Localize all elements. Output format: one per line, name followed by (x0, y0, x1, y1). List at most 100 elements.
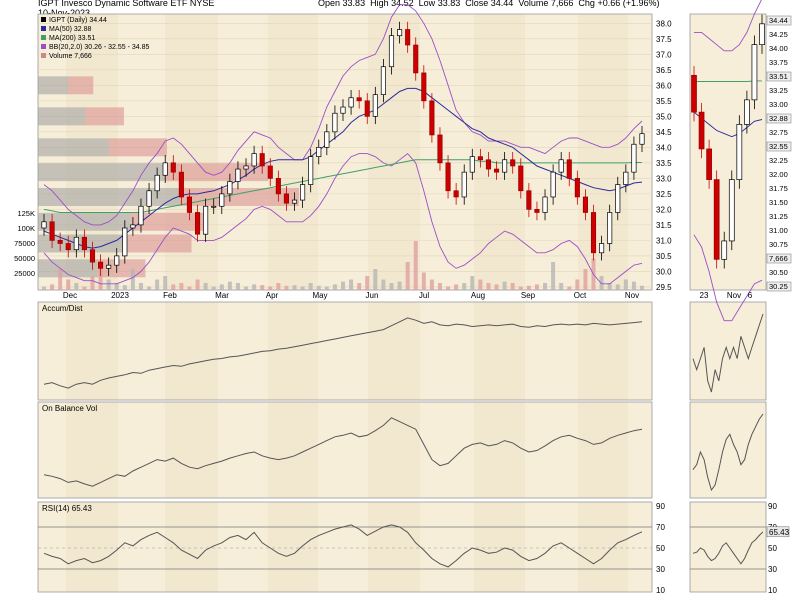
volume-bar (235, 283, 240, 290)
candle-body (89, 249, 96, 263)
right-axis-label: 31.25 (769, 212, 788, 221)
candle-body (364, 100, 370, 117)
candle-body (590, 212, 597, 254)
month-band (368, 402, 420, 498)
volume-bar (50, 284, 55, 290)
x-axis-label: Jun (366, 291, 379, 300)
volume-label: Volume (518, 0, 549, 8)
month-band (578, 502, 628, 592)
zoom-bollinger-upper (694, 0, 762, 52)
volume-bar (615, 284, 620, 290)
volume-bar (122, 285, 127, 290)
price-axis-label: 33.0 (656, 174, 672, 183)
vbp-bar-up (38, 187, 182, 206)
ma200-line (43, 159, 642, 213)
month-band (474, 14, 525, 290)
volume-bar (203, 283, 208, 290)
volume-bar (74, 283, 79, 290)
price-axis-label: 35.0 (656, 112, 672, 121)
volume-bar (365, 276, 370, 290)
vbp-bar-down (181, 187, 299, 206)
low-value: 33.83 (437, 0, 461, 8)
volume-bar (478, 279, 483, 290)
month-band (368, 302, 420, 400)
right-axis-label: 31.50 (769, 198, 788, 207)
candle-body (154, 174, 160, 192)
volume-bar (260, 285, 265, 290)
volume-bar (429, 279, 434, 290)
rsi-axis-label: 70 (656, 523, 665, 532)
panel-bg-2 (37, 401, 653, 499)
panel-bg-1 (37, 301, 653, 401)
right-axis-label: 31.00 (769, 226, 788, 235)
candle-body (421, 72, 427, 102)
volume-bar (559, 283, 564, 290)
volume-bar (526, 285, 531, 290)
volume-bar (373, 269, 378, 290)
zoom-rsi-axis-label: 30 (768, 565, 777, 574)
price-axis-label: 35.5 (656, 97, 672, 106)
price-axis-label: 33.5 (656, 159, 672, 168)
candle-body (194, 212, 201, 235)
volume-bar (486, 283, 491, 290)
candle-body (114, 255, 120, 266)
panel-bg-3 (37, 501, 653, 593)
month-band (474, 502, 525, 592)
zoom-rsi-line (692, 531, 764, 565)
ohlc-summary: Open 33.83 High 34.52 Low 33.83 Close 34… (318, 0, 660, 8)
candle-body (510, 159, 516, 167)
volume-bar (502, 281, 507, 290)
candle-body (542, 196, 548, 213)
high-value: 34.52 (391, 0, 414, 8)
volume-bar (106, 279, 111, 290)
rsi-axis-label: 30 (656, 565, 665, 574)
candle-body (146, 190, 152, 207)
month-band (66, 302, 118, 400)
right-axis-label: 33.25 (769, 86, 788, 95)
rsi-axis-label: 50 (656, 544, 665, 553)
candle-body (477, 156, 483, 161)
right-axis-highlight (766, 15, 792, 26)
volume-bar (389, 283, 394, 290)
obv-label: On Balance Vol (42, 404, 97, 413)
zoom-x-label: 23 (700, 291, 709, 300)
volume-bar (171, 284, 176, 290)
volume-axis-label: 125K (17, 209, 35, 218)
volume-bar (114, 283, 119, 290)
volume-bar (599, 276, 604, 290)
candle-body (41, 221, 47, 229)
volume-bar (268, 286, 273, 290)
candle-body (558, 159, 564, 173)
candle-body (227, 181, 233, 195)
volume-bar (130, 269, 135, 290)
right-axis-label: 7,666 (769, 254, 788, 263)
candle-body (170, 162, 176, 173)
bollinger-lower (43, 152, 643, 285)
candle-body (324, 131, 330, 148)
x-axis-label: Sep (521, 291, 536, 300)
volume-bar (252, 284, 257, 290)
volume-bar (147, 286, 152, 290)
open-value: 33.83 (342, 0, 366, 8)
candle-body (413, 44, 419, 74)
candle-body (251, 153, 257, 167)
right-axis-label: 34.25 (769, 30, 788, 39)
open-label: Open (318, 0, 341, 8)
candle-body (607, 212, 613, 244)
month-band (578, 302, 628, 400)
legend-entry: MA(200) 33.51 (49, 35, 95, 42)
volume-bar (518, 286, 523, 290)
right-axis-label: 32.55 (769, 142, 788, 151)
zoom-rsi-axis-label: 90 (768, 502, 777, 511)
accum-dist-label: Accum/Dist (42, 304, 83, 313)
candle-body (300, 184, 306, 201)
rsi-last-label: 65.43 (769, 528, 790, 537)
vbp-bar-up (38, 234, 123, 253)
month-band (268, 502, 318, 592)
candle-body (550, 171, 556, 198)
candle-body (639, 133, 645, 145)
month-band (368, 502, 420, 592)
candle-body (380, 66, 386, 95)
volume-bar (195, 279, 200, 290)
month-band (474, 302, 525, 400)
